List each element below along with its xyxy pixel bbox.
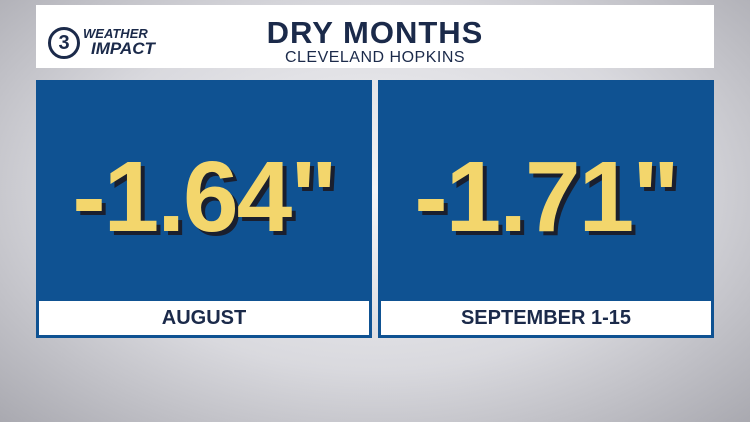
label-box: SEPTEMBER 1-15 <box>378 298 714 338</box>
panel-label: SEPTEMBER 1-15 <box>460 307 632 329</box>
header: 3 WEATHER IMPACT DRY MONTHS CLEVELAND HO… <box>36 5 714 68</box>
panel: -1.64" AUGUST <box>36 80 372 338</box>
title: DRY MONTHS <box>266 15 484 50</box>
panel-background <box>36 80 372 298</box>
logo-channel: 3 <box>48 27 80 59</box>
panel-label: AUGUST <box>161 307 247 329</box>
label-box: AUGUST <box>36 298 372 338</box>
panel-value: -1.71" <box>414 141 679 253</box>
panel-value: -1.64" <box>72 141 337 253</box>
panel-background <box>378 80 714 298</box>
subtitle: CLEVELAND HOPKINS <box>284 49 466 66</box>
panel: -1.71" SEPTEMBER 1-15 <box>378 80 714 338</box>
logo-text: IMPACT <box>91 39 155 58</box>
logo-text: WEATHER <box>83 26 148 41</box>
